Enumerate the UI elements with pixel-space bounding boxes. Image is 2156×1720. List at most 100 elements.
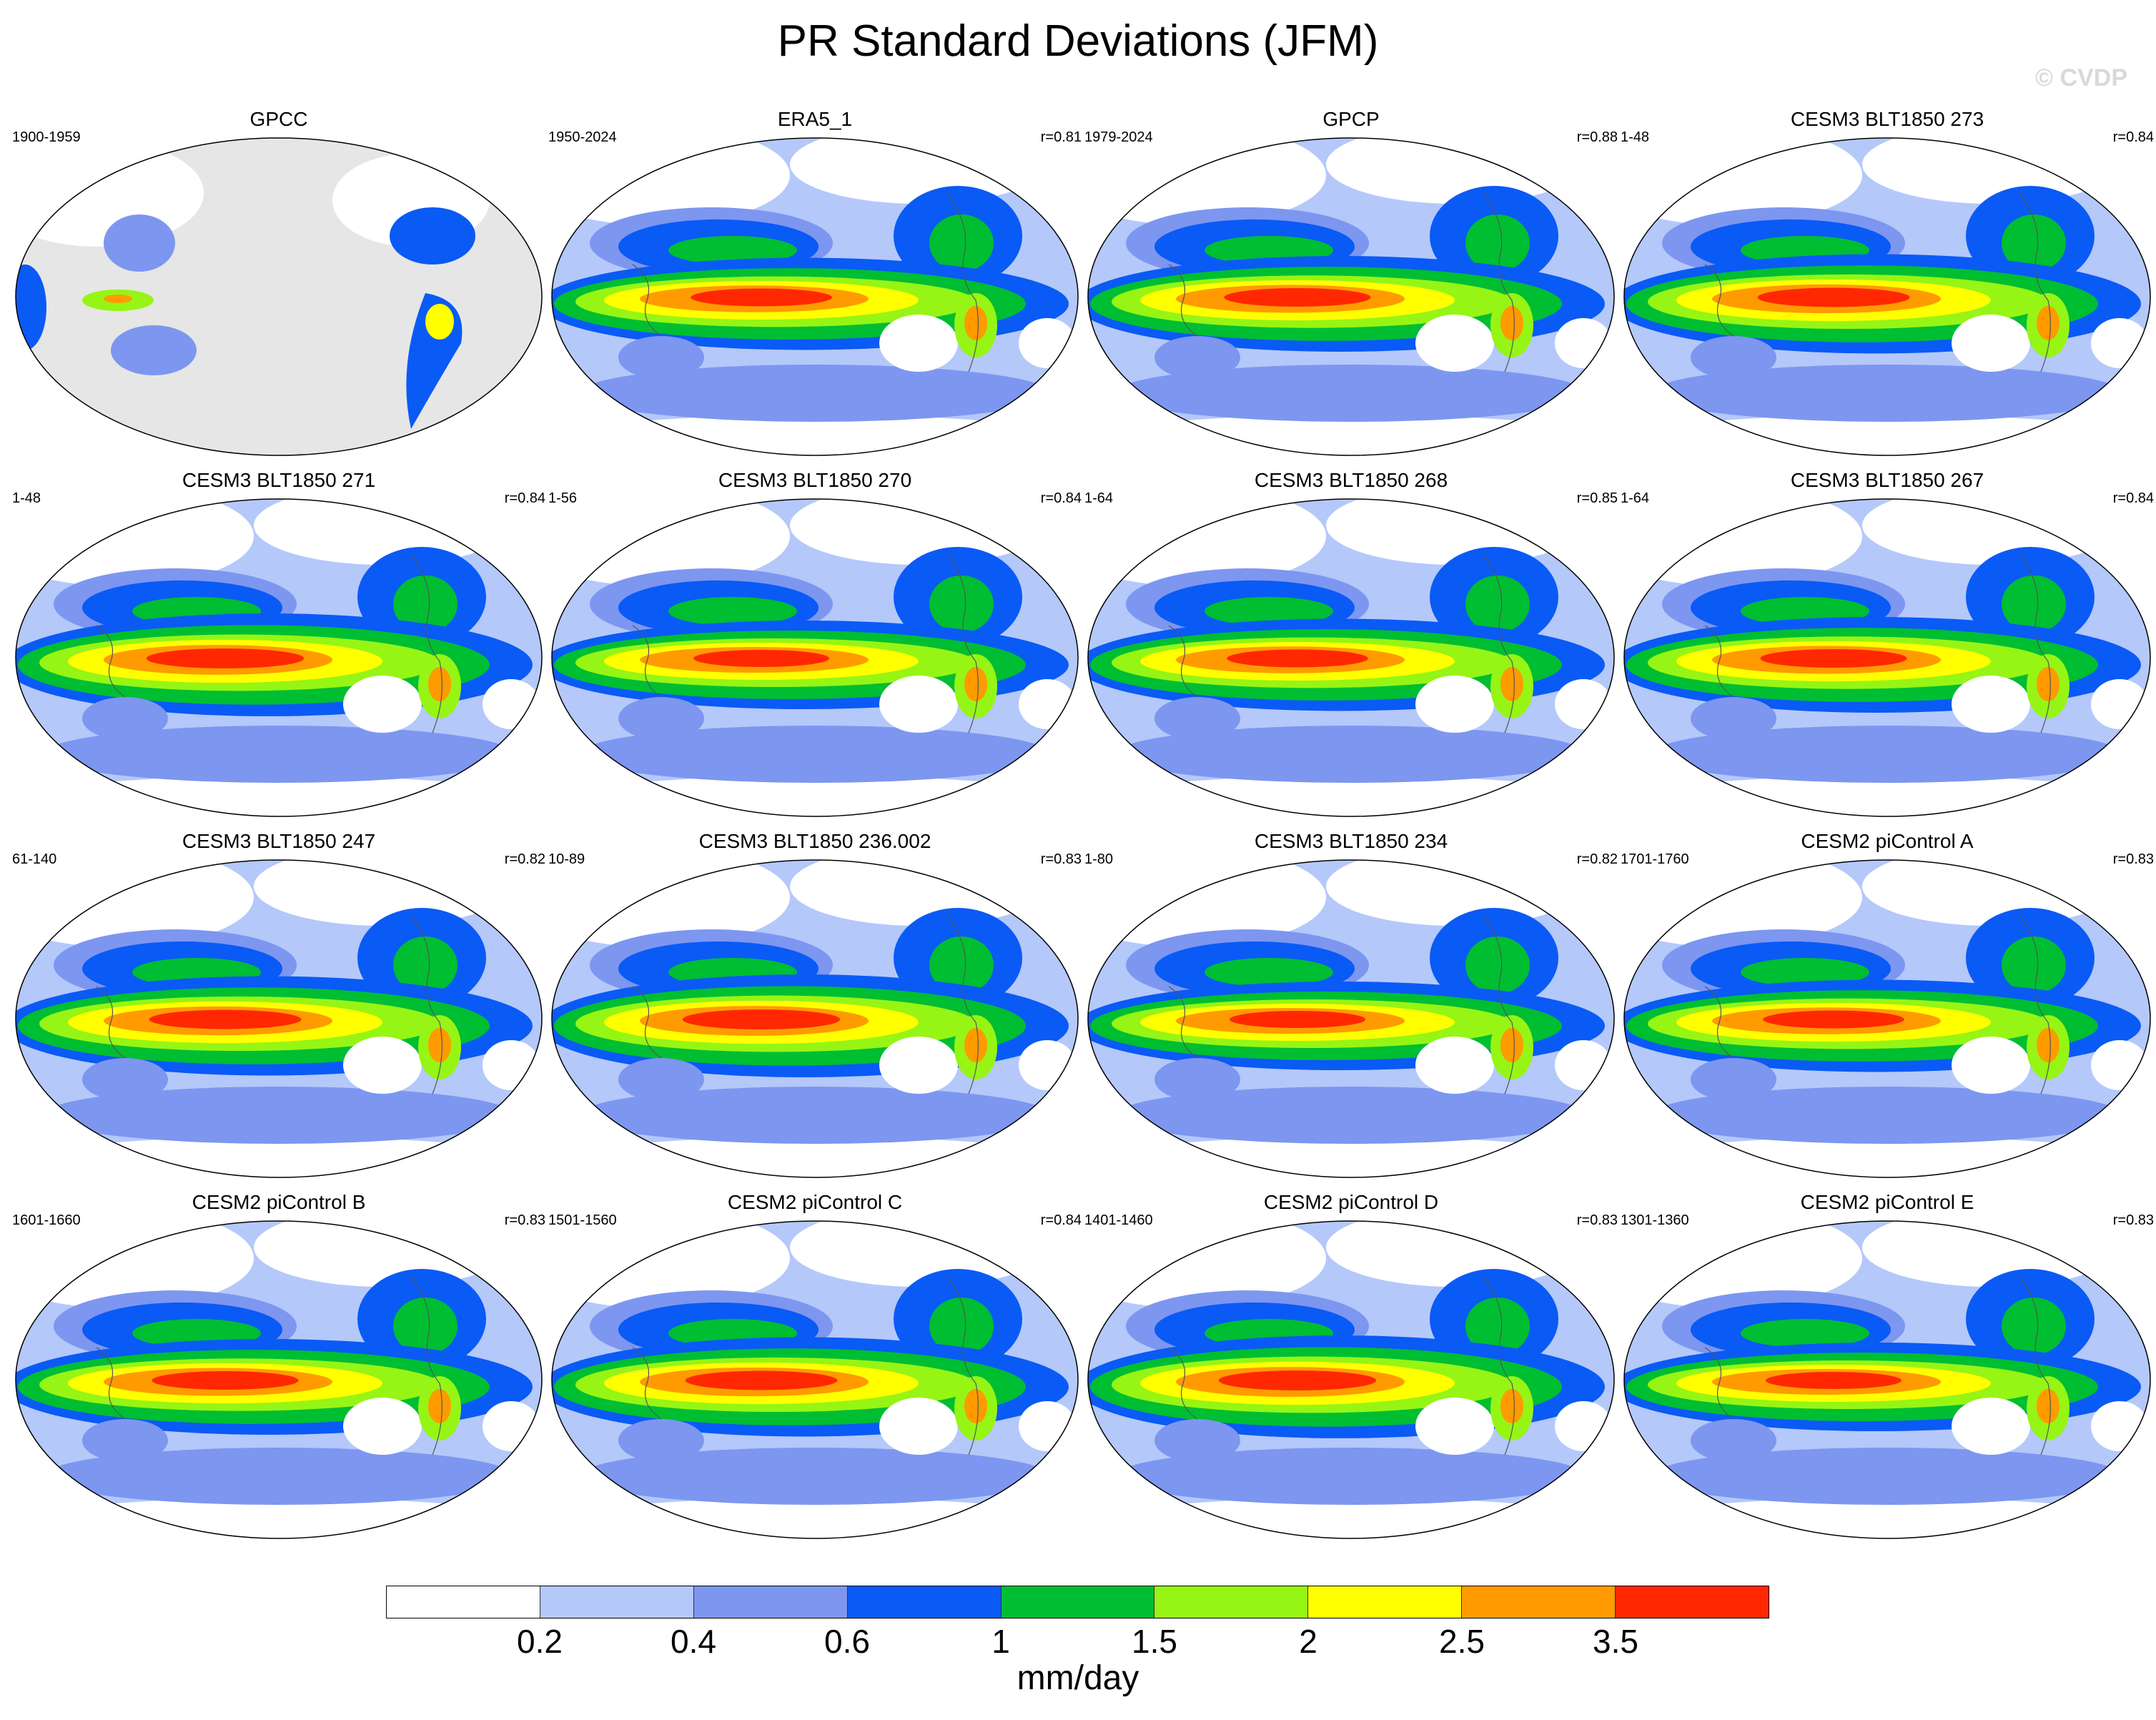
precip-std-map: [551, 1220, 1079, 1539]
panel-correlation: r=0.84: [1040, 490, 1082, 506]
panel-years: 1401-1460: [1084, 1212, 1153, 1228]
panel-years: 10-89: [548, 851, 585, 867]
map-panel: CESM2 piControl C 1501-1560 r=0.84: [547, 1190, 1083, 1541]
colorbar-tick-label: 2: [1299, 1623, 1317, 1660]
panel-correlation: r=0.84: [2112, 490, 2154, 506]
panel-years: 1-64: [1084, 490, 1114, 506]
colorbar-tick-label: 1: [992, 1623, 1010, 1660]
panel-title: CESM2 piControl A: [1801, 830, 1974, 852]
map-panel: CESM2 piControl D 1401-1460 r=0.83: [1083, 1190, 1619, 1541]
colorbar-tick-label: 0.2: [517, 1623, 563, 1660]
precip-std-map: [1087, 137, 1615, 456]
panel-title: CESM2 piControl C: [727, 1191, 903, 1213]
precip-std-map: [551, 859, 1079, 1178]
panel-years: 61-140: [12, 851, 57, 867]
panel-correlation: r=0.83: [1040, 851, 1082, 867]
map-panel: GPCC 1900-1959: [11, 107, 547, 458]
panel-years: 1979-2024: [1084, 129, 1153, 145]
panel-years: 1-64: [1621, 490, 1650, 506]
precip-std-map: [1623, 498, 2151, 817]
colorbar-swatch: [693, 1586, 847, 1618]
panel-title: CESM3 BLT1850 271: [182, 469, 376, 491]
map-panel: CESM3 BLT1850 270 1-56 r=0.84: [547, 468, 1083, 819]
panel-years: 1701-1760: [1621, 851, 1689, 867]
map-panel: ERA5_1 1950-2024 r=0.81: [547, 107, 1083, 458]
precip-std-map: [15, 137, 543, 456]
map-panel: CESM3 BLT1850 268 1-64 r=0.85: [1083, 468, 1619, 819]
panel-title: CESM3 BLT1850 234: [1254, 830, 1448, 852]
panel-correlation: r=0.82: [1576, 851, 1618, 867]
precip-std-map: [15, 498, 543, 817]
map-panel: GPCP 1979-2024 r=0.88: [1083, 107, 1619, 458]
figure-title: PR Standard Deviations (JFM): [777, 16, 1379, 66]
panel-correlation: r=0.88: [1576, 129, 1618, 145]
precip-std-map: [1087, 859, 1615, 1178]
panel-years: 1-56: [548, 490, 578, 506]
map-panel: CESM2 piControl B 1601-1660 r=0.83: [11, 1190, 547, 1541]
precip-std-map: [15, 1220, 543, 1539]
panel-title: CESM3 BLT1850 270: [718, 469, 912, 491]
panel-correlation: r=0.84: [1040, 1212, 1082, 1228]
map-panel: CESM3 BLT1850 271 1-48 r=0.84: [11, 468, 547, 819]
panel-years: 1-80: [1084, 851, 1114, 867]
panel-correlation: r=0.83: [504, 1212, 545, 1228]
panel-years: 1950-2024: [548, 129, 617, 145]
panel-title: CESM3 BLT1850 267: [1790, 469, 1984, 491]
colorbar-tick-label: 3.5: [1593, 1623, 1638, 1660]
panel-correlation: r=0.83: [1576, 1212, 1618, 1228]
panel-correlation: r=0.84: [504, 490, 545, 506]
panel-title: ERA5_1: [777, 108, 853, 130]
panel-correlation: r=0.83: [2112, 851, 2154, 867]
precip-std-map: [551, 498, 1079, 817]
panel-correlation: r=0.81: [1040, 129, 1082, 145]
precip-std-map: [15, 859, 543, 1178]
colorbar-swatch: [539, 1586, 693, 1618]
colorbar-swatch: [387, 1586, 540, 1618]
panel-title: CESM2 piControl D: [1263, 1191, 1439, 1213]
panel-title: CESM3 BLT1850 268: [1254, 469, 1448, 491]
map-panel: CESM3 BLT1850 236.002 10-89 r=0.83: [547, 829, 1083, 1180]
panel-years: 1501-1560: [548, 1212, 617, 1228]
panel-title: CESM3 BLT1850 247: [182, 830, 376, 852]
colorbar-swatch: [1461, 1586, 1616, 1618]
cvdp-watermark: © CVDP: [2035, 64, 2127, 92]
colorbar-tick-label: 0.6: [824, 1623, 870, 1660]
panel-title: GPCC: [249, 108, 308, 130]
panel-years: 1601-1660: [12, 1212, 81, 1228]
precip-std-map: [1623, 859, 2151, 1178]
panel-title: GPCP: [1322, 108, 1380, 130]
colorbar-units: mm/day: [1017, 1659, 1139, 1697]
panel-years: 1-48: [12, 490, 41, 506]
precip-std-map: [1087, 1220, 1615, 1539]
colorbar: [386, 1586, 1769, 1618]
colorbar-swatch: [1154, 1586, 1308, 1618]
map-panel: CESM3 BLT1850 267 1-64 r=0.84: [1619, 468, 2155, 819]
panel-correlation: r=0.83: [2112, 1212, 2154, 1228]
colorbar-tick-label: 2.5: [1439, 1623, 1485, 1660]
map-panel: CESM3 BLT1850 247 61-140 r=0.82: [11, 829, 547, 1180]
colorbar-swatch: [1615, 1586, 1769, 1618]
panel-title: CESM3 BLT1850 236.002: [698, 830, 931, 852]
panel-title: CESM2 piControl E: [1800, 1191, 1974, 1213]
panel-years: 1301-1360: [1621, 1212, 1689, 1228]
colorbar-swatch: [846, 1586, 1001, 1618]
panel-years: 1900-1959: [12, 129, 81, 145]
colorbar-tick-label: 1.5: [1132, 1623, 1177, 1660]
panel-correlation: r=0.82: [504, 851, 545, 867]
precip-std-map: [551, 137, 1079, 456]
map-panel: CESM2 piControl A 1701-1760 r=0.83: [1619, 829, 2155, 1180]
panel-years: 1-48: [1621, 129, 1650, 145]
panel-title: CESM3 BLT1850 273: [1790, 108, 1984, 130]
panel-title: CESM2 piControl B: [192, 1191, 366, 1213]
colorbar-swatch: [1307, 1586, 1462, 1618]
map-panel: CESM2 piControl E 1301-1360 r=0.83: [1619, 1190, 2155, 1541]
colorbar-tick-label: 0.4: [671, 1623, 716, 1660]
colorbar-swatch: [1000, 1586, 1154, 1618]
precip-std-map: [1623, 137, 2151, 456]
map-panel: CESM3 BLT1850 234 1-80 r=0.82: [1083, 829, 1619, 1180]
precip-std-map: [1623, 1220, 2151, 1539]
panel-correlation: r=0.85: [1576, 490, 1618, 506]
map-panel: CESM3 BLT1850 273 1-48 r=0.84: [1619, 107, 2155, 458]
panel-correlation: r=0.84: [2112, 129, 2154, 145]
precip-std-map: [1087, 498, 1615, 817]
